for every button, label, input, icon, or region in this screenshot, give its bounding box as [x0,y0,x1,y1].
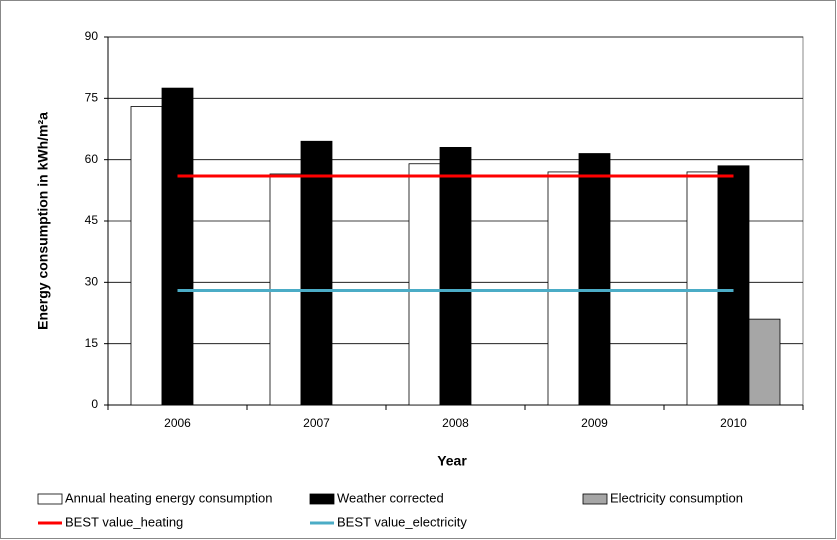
legend-swatch [309,493,335,505]
y-tick-label: 75 [85,91,99,105]
y-tick-label: 90 [85,29,99,43]
legend-label: Annual heating energy consumption [65,490,272,505]
legend-label: BEST value_heating [65,514,183,529]
y-tick-label: 60 [85,152,99,166]
bar [717,165,750,406]
y-axis-title: Energy consumption in kWh/m²a [35,112,51,330]
y-tick-label: 15 [85,336,99,350]
y-tick-label: 45 [85,213,99,227]
y-tick-label: 30 [85,275,99,289]
bar [578,153,611,406]
legend-label: BEST value_electricity [337,514,467,529]
x-tick-label: 2010 [720,416,747,430]
x-tick-label: 2009 [581,416,608,430]
legend-label: Weather corrected [337,490,444,505]
bar [300,140,333,406]
bar [439,146,472,406]
x-tick-label: 2007 [303,416,330,430]
bar [408,163,441,406]
legend-label: Electricity consumption [610,490,743,505]
bar [161,87,194,406]
x-axis-title: Year [437,453,467,469]
bar [547,171,580,406]
x-tick-label: 2006 [164,416,191,430]
x-tick-label: 2008 [442,416,469,430]
y-tick-label: 0 [91,397,98,411]
legend-swatch [37,493,63,505]
bar [686,171,719,406]
bar [748,318,781,406]
bar [130,106,163,406]
legend-swatch [582,493,608,505]
